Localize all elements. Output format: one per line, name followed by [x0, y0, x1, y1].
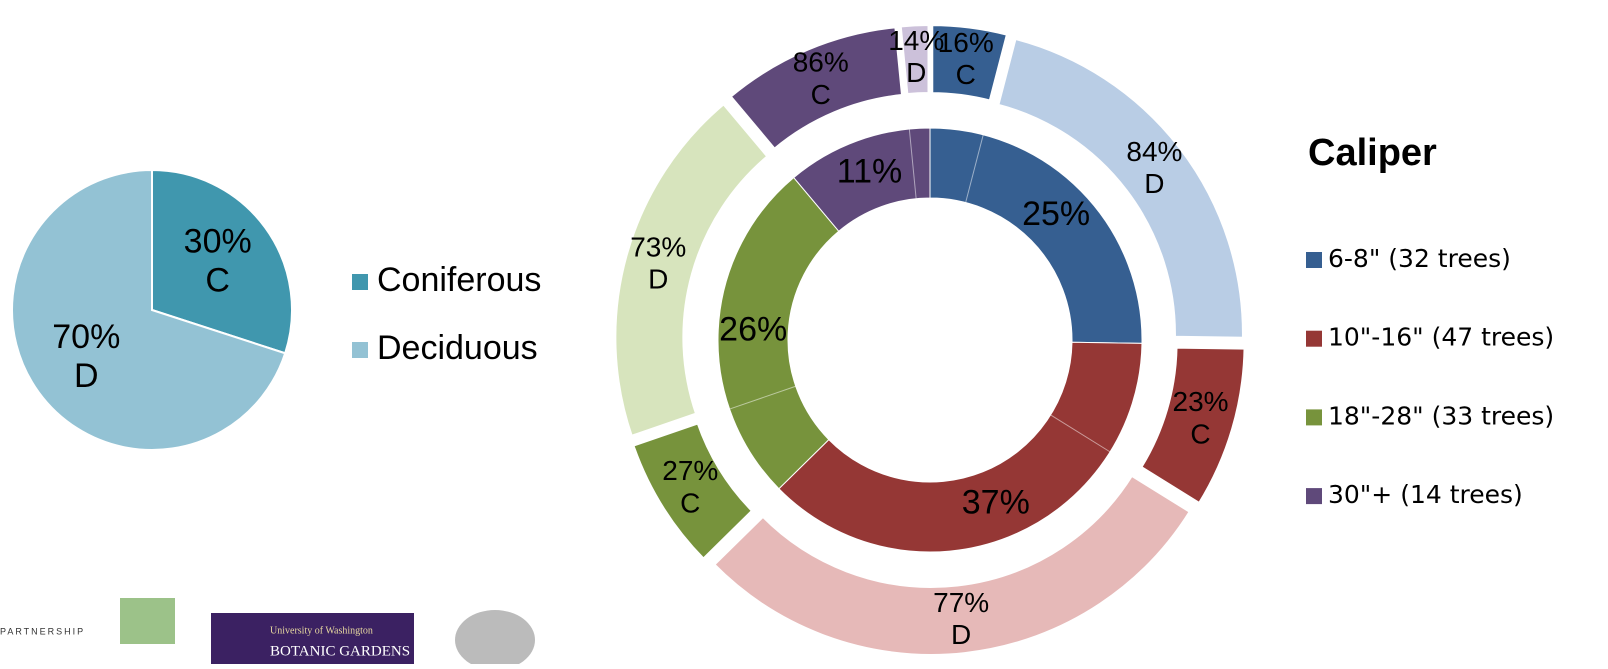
pie-slice	[11, 168, 287, 451]
data-label: 16% C	[938, 27, 994, 90]
outer-segment	[629, 419, 757, 563]
data-label-value: 14%	[888, 25, 944, 56]
legend-label: Coniferous	[377, 261, 541, 299]
inner-segment	[793, 127, 931, 232]
outer-segment	[929, 22, 1011, 105]
legend-label: Deciduous	[377, 329, 538, 367]
legend-swatch	[1306, 409, 1322, 426]
logo	[120, 598, 175, 644]
outer-segment	[612, 100, 772, 440]
data-label-abbr: D	[951, 619, 971, 650]
legend-swatch	[1306, 330, 1322, 347]
data-label: 86% C	[793, 47, 849, 110]
legend-swatch	[352, 342, 368, 358]
logo-text: BOTANIC GARDENS	[270, 643, 410, 659]
data-label-abbr: C	[1190, 419, 1210, 450]
inner-label: 25%	[1022, 195, 1090, 233]
inner-label: 11%	[837, 153, 903, 191]
outer-segment	[726, 24, 906, 153]
inner-divider	[908, 128, 917, 199]
data-label-value: 70%	[52, 318, 120, 356]
data-label-value: 27%	[662, 456, 718, 487]
logo-text: University of Washington	[270, 625, 373, 636]
data-label: 70% D	[52, 318, 120, 395]
logo-text: PARTNERSHIP	[0, 626, 85, 636]
data-label-value: 84%	[1126, 136, 1182, 167]
legend-label: 6-8" (32 trees)	[1328, 244, 1511, 273]
data-label-abbr: D	[648, 264, 668, 295]
inner-segment	[778, 341, 1143, 553]
data-label-abbr: C	[205, 262, 230, 300]
data-label: 27% C	[662, 456, 718, 519]
inner-label: 37%	[962, 483, 1030, 521]
data-label: 84% D	[1126, 136, 1182, 199]
data-label-value: 23%	[1173, 387, 1229, 418]
inner-segment	[717, 176, 840, 490]
data-label-abbr: C	[956, 59, 976, 90]
outer-segment	[897, 22, 932, 98]
outer-segment	[710, 471, 1194, 658]
data-label-abbr: D	[74, 357, 99, 395]
inner-label: 26%	[719, 311, 787, 349]
legend-swatch	[1306, 488, 1322, 505]
inner-divider	[1050, 414, 1111, 453]
inner-divider	[729, 385, 796, 410]
data-label-value: 30%	[184, 223, 252, 261]
data-label-value: 73%	[630, 232, 686, 263]
data-label: 73% D	[630, 232, 686, 295]
data-label-abbr: D	[906, 58, 926, 89]
data-label: 77% D	[933, 587, 989, 650]
outer-segment	[1137, 344, 1248, 508]
data-label: 14% D	[888, 25, 944, 88]
pie-slice	[151, 168, 293, 355]
data-label-value: 86%	[793, 47, 849, 78]
data-label-value: 16%	[938, 27, 994, 58]
data-label: 30% C	[184, 223, 252, 300]
legend-title: Caliper	[1308, 132, 1437, 174]
legend-label: 30"+ (14 trees)	[1328, 480, 1523, 509]
legend-label: 18"-28" (33 trees)	[1328, 401, 1554, 430]
data-label-value: 77%	[933, 587, 989, 618]
logo	[211, 613, 414, 664]
data-label-abbr: C	[811, 79, 831, 110]
logo	[455, 610, 535, 669]
data-label: 23% C	[1173, 387, 1229, 450]
legend-label: 10"-16" (47 trees)	[1328, 323, 1554, 352]
inner-divider	[965, 134, 984, 203]
data-label-abbr: C	[680, 488, 700, 519]
inner-segment	[929, 127, 1143, 344]
legend-swatch	[1306, 252, 1322, 268]
data-label-abbr: D	[1144, 168, 1164, 199]
legend-swatch	[352, 274, 368, 290]
outer-segment	[994, 35, 1246, 341]
